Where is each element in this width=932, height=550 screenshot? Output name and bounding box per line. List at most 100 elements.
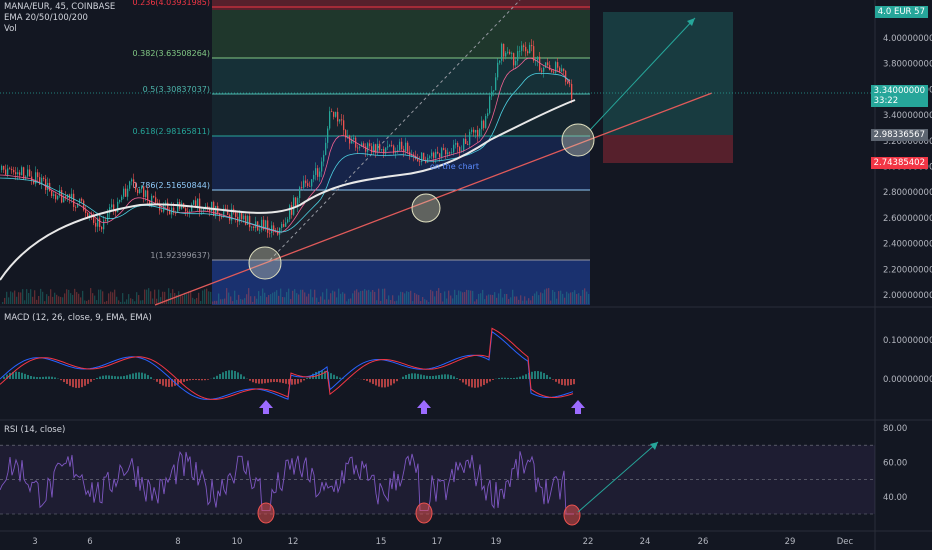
candle bbox=[291, 205, 293, 215]
volume-bar bbox=[76, 292, 78, 304]
touch-circle-2[interactable] bbox=[411, 193, 441, 223]
candle bbox=[93, 214, 95, 223]
macd-histogram-bar bbox=[570, 379, 572, 386]
volume-bar bbox=[498, 293, 500, 304]
volume-bar bbox=[26, 289, 28, 304]
rsi-oversold-marker[interactable] bbox=[563, 504, 581, 526]
volume-bar bbox=[462, 292, 464, 304]
chart-annotation[interactable]: on the chart bbox=[430, 162, 479, 171]
candle bbox=[99, 218, 101, 227]
macd-histogram-bar bbox=[468, 379, 470, 387]
volume-indicator-label[interactable]: Vol bbox=[4, 24, 17, 34]
candle bbox=[57, 195, 59, 200]
volume-bar bbox=[268, 295, 270, 304]
macd-histogram-bar bbox=[339, 377, 341, 379]
candle bbox=[527, 51, 529, 54]
symbol-label[interactable]: MANA/EUR, 45, COINBASE bbox=[4, 2, 116, 12]
rsi-line[interactable] bbox=[0, 450, 574, 515]
fib-level-label: 0.786(2.51650844) bbox=[133, 181, 211, 190]
candle bbox=[147, 190, 149, 201]
candle bbox=[519, 50, 521, 52]
projection-arrow[interactable] bbox=[589, 17, 696, 131]
candle bbox=[337, 111, 339, 122]
rsi-projection-arrow[interactable] bbox=[577, 441, 659, 513]
candle bbox=[65, 196, 67, 199]
ema-20-line[interactable] bbox=[0, 57, 571, 233]
candle bbox=[167, 202, 169, 211]
candle bbox=[71, 193, 73, 199]
volume-bar bbox=[140, 300, 142, 304]
volume-bar bbox=[352, 293, 354, 304]
fib-level-label: 0.5(3.30837037) bbox=[143, 85, 210, 94]
candle bbox=[473, 129, 475, 133]
buy-signal-arrow[interactable] bbox=[571, 400, 585, 414]
volume-bar bbox=[296, 293, 298, 304]
volume-bar bbox=[420, 301, 422, 304]
volume-bar bbox=[34, 290, 36, 304]
rsi-legend[interactable]: RSI (14, close) bbox=[4, 425, 65, 436]
candle bbox=[483, 120, 485, 128]
fib-trend-line[interactable] bbox=[269, 0, 521, 261]
volume-bar bbox=[158, 289, 160, 304]
buy-signal-arrow[interactable] bbox=[417, 400, 431, 414]
candle bbox=[341, 119, 343, 121]
volume-bar bbox=[384, 288, 386, 304]
macd-line[interactable] bbox=[0, 330, 574, 400]
volume-bar bbox=[504, 293, 506, 304]
target-zone[interactable] bbox=[603, 12, 733, 135]
ema-200-line[interactable] bbox=[0, 99, 576, 281]
volume-bar bbox=[286, 292, 288, 304]
volume-bar bbox=[42, 291, 44, 304]
candle bbox=[221, 216, 223, 218]
time-axis-label: Dec bbox=[837, 537, 854, 547]
rsi-oversold-marker[interactable] bbox=[415, 502, 433, 524]
stop-zone[interactable] bbox=[603, 135, 733, 163]
stop-price-badge: 2.74385402 bbox=[870, 157, 928, 169]
candle bbox=[437, 151, 439, 154]
volume-bar bbox=[394, 301, 396, 304]
macd-histogram-bar bbox=[45, 376, 47, 379]
macd-legend[interactable]: MACD (12, 26, close, 9, EMA, EMA) bbox=[4, 313, 152, 324]
macd-histogram-bar bbox=[288, 379, 290, 385]
volume-bar bbox=[464, 292, 466, 304]
macd-histogram-bar bbox=[375, 379, 377, 386]
touch-circle-3[interactable] bbox=[561, 123, 595, 157]
support-trendline[interactable] bbox=[154, 92, 713, 306]
volume-bar bbox=[548, 288, 550, 304]
candle bbox=[243, 215, 245, 220]
touch-circle-1[interactable] bbox=[248, 246, 282, 280]
candle bbox=[285, 222, 287, 227]
macd-signal-line[interactable] bbox=[0, 327, 574, 400]
ema-50-line[interactable] bbox=[0, 72, 571, 233]
volume-bar bbox=[200, 300, 202, 304]
macd-histogram-bar bbox=[30, 376, 32, 379]
volume-bar bbox=[492, 295, 494, 304]
volume-bar bbox=[52, 296, 54, 304]
volume-bar bbox=[4, 297, 6, 304]
candle bbox=[423, 152, 425, 160]
volume-bar bbox=[230, 296, 232, 304]
macd-histogram-bar bbox=[510, 378, 512, 379]
rsi-oversold-marker[interactable] bbox=[257, 502, 275, 524]
currency-badge: EUR bbox=[893, 7, 912, 17]
volume-bar bbox=[64, 293, 66, 304]
candle bbox=[279, 227, 281, 235]
candle bbox=[107, 213, 109, 222]
candle bbox=[411, 154, 413, 157]
buy-signal-arrow[interactable] bbox=[259, 400, 273, 414]
macd-histogram-bar bbox=[498, 378, 500, 379]
volume-bar bbox=[248, 288, 250, 304]
volume-bar bbox=[474, 301, 476, 304]
volume-bar bbox=[540, 292, 542, 304]
macd-histogram-bar bbox=[465, 379, 467, 385]
ema-indicator-label[interactable]: EMA 20/50/100/200 bbox=[4, 13, 88, 23]
macd-histogram-bar bbox=[63, 379, 65, 383]
volume-bar bbox=[416, 294, 418, 304]
volume-bar bbox=[366, 290, 368, 304]
candle bbox=[211, 201, 213, 212]
price-axis-label: 2.80000000 bbox=[883, 188, 932, 198]
macd-histogram-bar bbox=[96, 377, 98, 379]
candle bbox=[239, 211, 241, 222]
